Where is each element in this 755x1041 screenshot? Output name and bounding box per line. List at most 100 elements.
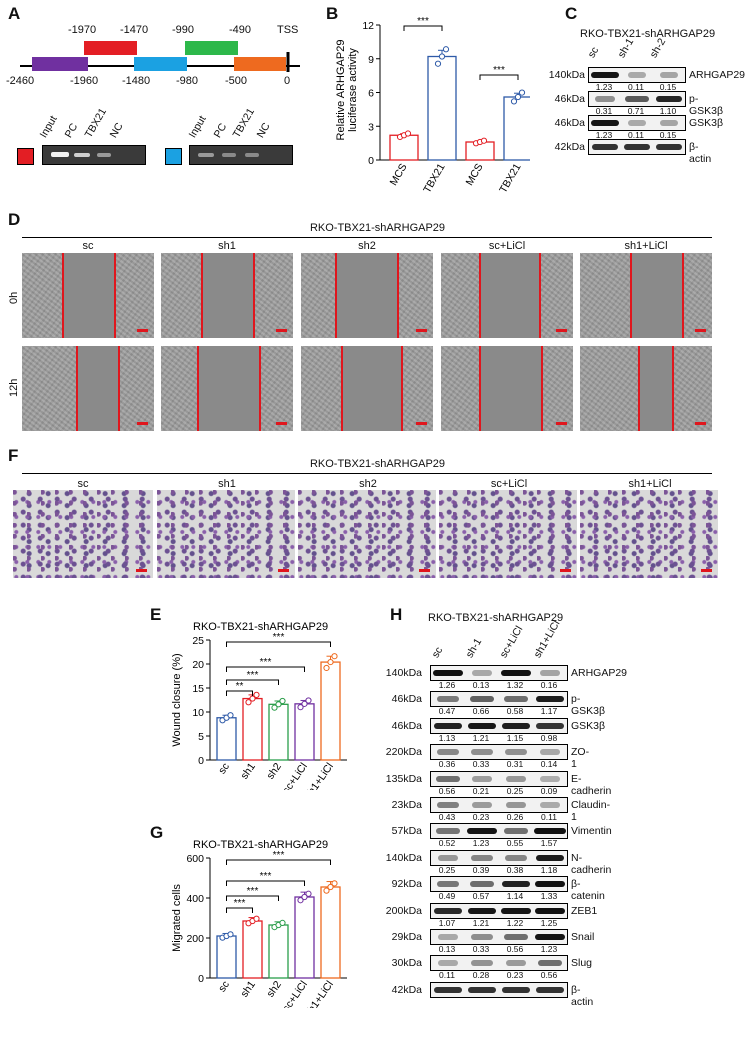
wbh-blot-band xyxy=(470,854,493,861)
luc-point xyxy=(510,98,518,105)
gel-key-red xyxy=(17,148,34,165)
wbh-ratio-value: 0.66 xyxy=(472,706,490,717)
wound-row-header: 12h xyxy=(8,378,20,397)
wound-edge-line xyxy=(479,253,481,338)
wbh-blot-band xyxy=(502,986,530,993)
migr-ytick-label: 0 xyxy=(198,973,204,985)
wbh-ratio-value: 0.36 xyxy=(438,759,456,770)
wbh-blot-band xyxy=(504,696,528,703)
migr-xtick-label: sh1+LiCl xyxy=(303,979,336,1008)
wbh-ratio-value: 0.47 xyxy=(438,706,456,717)
wbh-band-11 xyxy=(430,955,568,972)
wound-xtick-label: sc xyxy=(216,761,232,776)
wbh-kda-label: 46kDa xyxy=(391,719,422,732)
wbh-ratio-value: 0.49 xyxy=(438,891,456,902)
wbc-blot-band xyxy=(656,144,682,150)
wbc-ratio-value: 0.15 xyxy=(659,130,677,140)
wbh-blot-band xyxy=(540,749,560,756)
wbh-blot-band xyxy=(467,828,497,835)
scale-bar xyxy=(416,329,427,332)
wound-sig-bracket xyxy=(226,641,331,647)
luciferase-chart: Relative ARHGAP29luciferase activity 0 3 6 9… xyxy=(335,16,530,195)
luc-xtick-label: TBX21 xyxy=(421,161,448,195)
migr-point xyxy=(279,919,286,926)
wbh-ratio-value: 1.25 xyxy=(540,917,558,928)
wbh-blot-band xyxy=(436,802,460,808)
wbh-blot-band xyxy=(505,960,527,967)
wbh-blot-band xyxy=(437,749,459,756)
wbh-blot-band xyxy=(505,775,527,782)
scale-bar xyxy=(276,422,287,425)
gel-image-2 xyxy=(189,145,293,165)
luc-sig-label: *** xyxy=(417,16,429,27)
wound-point xyxy=(301,700,308,707)
wbh-band-10 xyxy=(430,929,568,945)
label-bottom-1: -2460 xyxy=(6,75,35,87)
wbh-blot-band xyxy=(540,802,560,808)
migr-sig-bracket xyxy=(226,895,279,901)
wound-sig-label: *** xyxy=(273,632,285,643)
wbc-ratio-value: 1.23 xyxy=(595,82,613,92)
wbh-lane-label: sh1+LiCl xyxy=(531,618,563,660)
wbh-kda-label: 29kDa xyxy=(391,931,422,943)
wbh-blot-band xyxy=(534,881,565,888)
wbc-ratio-value: 0.11 xyxy=(628,82,644,92)
transwell-col-header: sh2 xyxy=(359,478,377,490)
wbh-ratio-value: 0.28 xyxy=(472,970,490,981)
wound-closure-chart: RKO-TBX21-shARHGAP29 Wound closure (%) 0 5 1… xyxy=(171,621,347,790)
wbh-blot-band xyxy=(467,722,497,729)
label-bottom-4: -980 xyxy=(176,75,199,87)
wound-bar xyxy=(216,717,237,761)
wound-edge-line xyxy=(201,253,203,338)
wound-col-header: sc xyxy=(82,240,94,252)
wound-micrograph xyxy=(580,346,712,431)
migr-bar xyxy=(268,924,289,979)
wbc-blot-band xyxy=(591,120,619,126)
scale-bar xyxy=(556,329,567,332)
wbh-kda-label: 92kDa xyxy=(391,878,422,891)
label-top-4: -490 xyxy=(229,24,252,36)
wbh-blot-band xyxy=(433,722,463,729)
wound-edge-line xyxy=(335,253,337,338)
wbh-blot-band xyxy=(472,670,492,676)
wbh-kda-label: 200kDa xyxy=(385,904,422,917)
wound-point xyxy=(279,697,286,705)
luc-point xyxy=(514,93,522,101)
transwell-micrograph xyxy=(157,490,295,578)
wbh-blot-band xyxy=(438,960,458,967)
wbh-band-8 xyxy=(430,876,568,893)
wound-xtick-label: sh1 xyxy=(238,761,258,782)
wbh-ratio-value: 1.33 xyxy=(540,891,558,902)
wound-edge-line xyxy=(341,346,343,431)
wound-micrograph xyxy=(161,346,293,431)
wbh-ratio-value: 1.32 xyxy=(506,680,524,690)
migr-ytick-label: 600 xyxy=(186,853,204,865)
wbh-ratio-value: 1.18 xyxy=(540,864,558,875)
wbh-protein-label: Claudin-1 xyxy=(571,799,611,823)
migr-point xyxy=(323,887,330,894)
wbh-ratio-value: 0.55 xyxy=(506,838,524,849)
wbc-kda-label: 42kDa xyxy=(554,141,585,153)
wound-ytick-label: 5 xyxy=(198,731,204,743)
wbh-ratio-value: 0.58 xyxy=(506,706,524,717)
wbh-band-12 xyxy=(430,981,568,998)
wbh-ratio-value: 1.07 xyxy=(438,917,456,928)
migr-point xyxy=(253,915,260,922)
luc-point xyxy=(518,89,526,96)
wbh-protein-label: E-cadherin xyxy=(571,772,612,797)
wound-bar xyxy=(242,697,263,761)
wbh-protein-label: β-actin xyxy=(571,983,594,1008)
wound-sig-bracket xyxy=(226,679,279,685)
wbh-blot-band xyxy=(501,907,531,914)
wbh-ratio-value: 0.21 xyxy=(472,785,490,796)
luc-bar xyxy=(427,55,457,161)
wound-title-rule xyxy=(22,237,712,238)
wound-micrograph xyxy=(22,253,154,338)
wbh-blot-band xyxy=(438,934,458,940)
migr-point xyxy=(331,880,338,887)
transwell-col-header: sh1+LiCl xyxy=(628,478,672,490)
migr-point xyxy=(305,890,312,897)
scale-bar xyxy=(560,569,571,572)
wbc-band-2 xyxy=(588,115,686,131)
wbh-blot-band xyxy=(436,696,460,703)
